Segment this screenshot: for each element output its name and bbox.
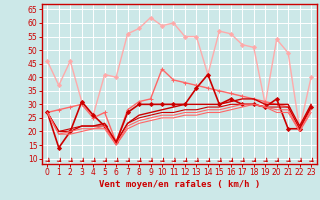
X-axis label: Vent moyen/en rafales ( km/h ): Vent moyen/en rafales ( km/h ) (99, 180, 260, 189)
